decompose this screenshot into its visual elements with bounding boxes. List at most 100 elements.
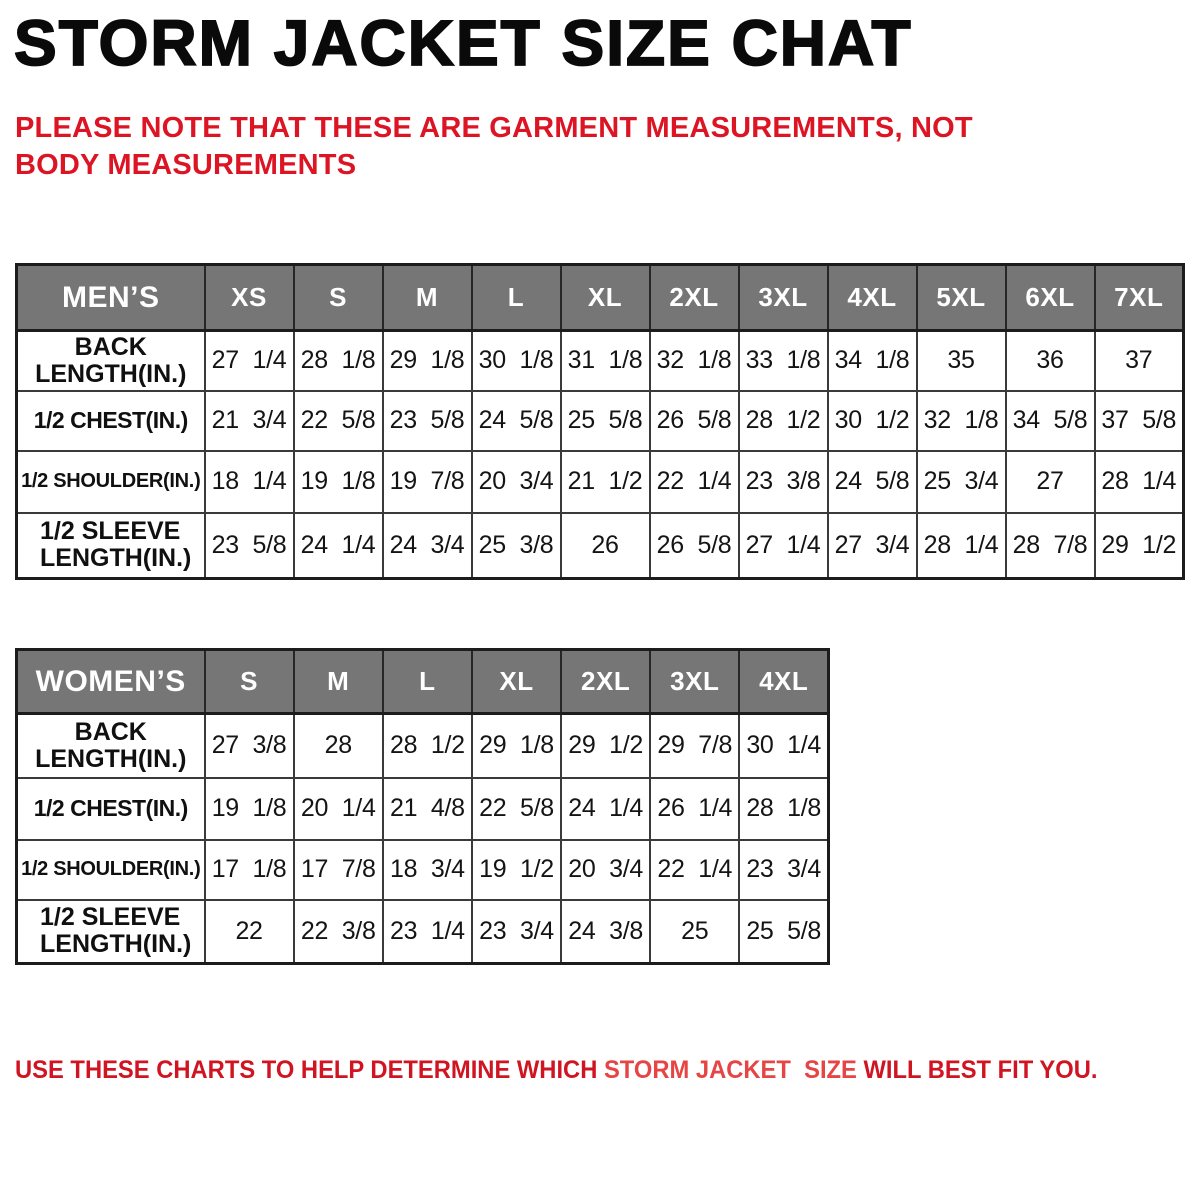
row-label-back-length: BACK LENGTH(IN.) bbox=[15, 329, 206, 392]
size-column-header-6xl: 6XL bbox=[1004, 263, 1096, 332]
value-cell: 28 bbox=[292, 712, 384, 779]
value-cell: 26 bbox=[559, 511, 651, 580]
size-column-header-xl: XL bbox=[470, 648, 563, 715]
value-cell: 23 3/4 bbox=[470, 898, 563, 965]
value-cell: 28 1/8 bbox=[738, 776, 830, 841]
size-column-header-s: S bbox=[203, 648, 295, 715]
value-cell: 22 5/8 bbox=[292, 389, 384, 452]
value-cell: 29 1/8 bbox=[470, 712, 563, 779]
value-cell: 28 1/4 bbox=[1093, 449, 1185, 514]
value-cell: 25 5/8 bbox=[559, 389, 651, 452]
value-cell: 19 1/8 bbox=[292, 449, 384, 514]
womens-half-chest-row: 1/2 CHEST(IN.) 19 1/8 20 1/4 21 4/8 22 5… bbox=[15, 776, 830, 841]
size-column-header-m: M bbox=[381, 263, 473, 332]
size-column-header-4xl: 4XL bbox=[738, 648, 830, 715]
value-cell: 36 bbox=[1004, 329, 1096, 392]
mens-half-chest-row: 1/2 CHEST(IN.) 21 3/4 22 5/8 23 5/8 24 5… bbox=[15, 389, 1185, 452]
value-cell: 28 1/4 bbox=[915, 511, 1007, 580]
value-cell: 34 5/8 bbox=[1004, 389, 1096, 452]
value-cell: 22 5/8 bbox=[470, 776, 563, 841]
value-cell: 24 5/8 bbox=[470, 389, 562, 452]
value-cell: 19 1/8 bbox=[203, 776, 295, 841]
value-cell: 27 1/4 bbox=[203, 329, 295, 392]
value-cell: 20 1/4 bbox=[292, 776, 384, 841]
value-cell: 19 1/2 bbox=[470, 838, 563, 901]
value-cell: 26 5/8 bbox=[648, 389, 740, 452]
size-column-header-3xl: 3XL bbox=[649, 648, 741, 715]
value-cell: 31 1/8 bbox=[559, 329, 651, 392]
value-cell: 35 bbox=[915, 329, 1007, 392]
value-cell: 23 5/8 bbox=[381, 389, 473, 452]
value-cell: 27 3/8 bbox=[203, 712, 295, 779]
value-cell: 26 1/4 bbox=[649, 776, 741, 841]
value-cell: 30 1/4 bbox=[738, 712, 830, 779]
value-cell: 28 1/2 bbox=[381, 712, 473, 779]
mens-back-length-row: BACK LENGTH(IN.) 27 1/4 28 1/8 29 1/8 30… bbox=[15, 329, 1185, 392]
row-label-half-chest: 1/2 CHEST(IN.) bbox=[15, 776, 206, 841]
value-cell: 25 3/4 bbox=[915, 449, 1007, 514]
value-cell: 28 7/8 bbox=[1004, 511, 1096, 580]
mens-table-title: MEN’S bbox=[15, 263, 206, 332]
value-cell: 37 bbox=[1093, 329, 1185, 392]
size-column-header-2xl: 2XL bbox=[560, 648, 652, 715]
value-cell: 18 1/4 bbox=[203, 449, 295, 514]
value-cell: 22 3/8 bbox=[292, 898, 384, 965]
value-cell: 23 3/8 bbox=[737, 449, 829, 514]
value-cell: 32 1/8 bbox=[648, 329, 740, 392]
value-cell: 24 1/4 bbox=[560, 776, 652, 841]
value-cell: 30 1/8 bbox=[470, 329, 562, 392]
value-cell: 22 1/4 bbox=[649, 838, 741, 901]
value-cell: 22 bbox=[203, 898, 295, 965]
value-cell: 37 5/8 bbox=[1093, 389, 1185, 452]
size-column-header-xl: XL bbox=[559, 263, 651, 332]
value-cell: 17 1/8 bbox=[203, 838, 295, 901]
size-column-header-4xl: 4XL bbox=[826, 263, 918, 332]
size-column-header-s: S bbox=[292, 263, 384, 332]
value-cell: 24 3/8 bbox=[560, 898, 652, 965]
value-cell: 29 7/8 bbox=[649, 712, 741, 779]
value-cell: 25 bbox=[649, 898, 741, 965]
row-label-half-chest: 1/2 CHEST(IN.) bbox=[15, 389, 206, 452]
row-label-half-shoulder: 1/2 SHOULDER(IN.) bbox=[15, 838, 206, 901]
size-column-header-2xl: 2XL bbox=[648, 263, 740, 332]
value-cell: 21 4/8 bbox=[381, 776, 473, 841]
value-cell: 24 5/8 bbox=[826, 449, 918, 514]
womens-table-title: WOMEN’S bbox=[15, 648, 206, 715]
size-column-header-3xl: 3XL bbox=[737, 263, 829, 332]
value-cell: 21 3/4 bbox=[203, 389, 295, 452]
fit-advice-note: USE THESE CHARTS TO HELP DETERMINE WHICH… bbox=[15, 1056, 1097, 1085]
value-cell: 34 1/8 bbox=[826, 329, 918, 392]
fit-advice-suffix: WILL BEST FIT YOU. bbox=[856, 1056, 1098, 1084]
value-cell: 23 5/8 bbox=[203, 511, 295, 580]
womens-half-shoulder-row: 1/2 SHOULDER(IN.) 17 1/8 17 7/8 18 3/4 1… bbox=[15, 838, 830, 901]
value-cell: 29 1/8 bbox=[381, 329, 473, 392]
value-cell: 18 3/4 bbox=[381, 838, 473, 901]
row-label-half-sleeve: 1/2 SLEEVE LENGTH(IN.) bbox=[15, 898, 206, 965]
garment-measurement-note: PLEASE NOTE THAT THESE ARE GARMENT MEASU… bbox=[15, 112, 973, 181]
womens-half-sleeve-row: 1/2 SLEEVE LENGTH(IN.) 22 22 3/8 23 1/4 … bbox=[15, 898, 830, 965]
page-title: STORM JACKET SIZE CHAT bbox=[13, 6, 913, 80]
size-column-header-7xl: 7XL bbox=[1093, 263, 1185, 332]
row-label-half-sleeve: 1/2 SLEEVE LENGTH(IN.) bbox=[15, 511, 206, 580]
value-cell: 28 1/8 bbox=[292, 329, 384, 392]
fit-advice-highlight: STORM JACKET SIZE bbox=[603, 1056, 857, 1084]
mens-half-shoulder-row: 1/2 SHOULDER(IN.) 18 1/4 19 1/8 19 7/8 2… bbox=[15, 449, 1185, 514]
value-cell: 17 7/8 bbox=[292, 838, 384, 901]
value-cell: 22 1/4 bbox=[648, 449, 740, 514]
value-cell: 30 1/2 bbox=[826, 389, 918, 452]
value-cell: 28 1/2 bbox=[737, 389, 829, 452]
size-column-header-m: M bbox=[292, 648, 384, 715]
value-cell: 26 5/8 bbox=[648, 511, 740, 580]
fit-advice-prefix: USE THESE CHARTS TO HELP DETERMINE WHICH bbox=[15, 1056, 604, 1084]
row-label-back-length: BACK LENGTH(IN.) bbox=[15, 712, 206, 779]
value-cell: 25 5/8 bbox=[738, 898, 830, 965]
womens-size-table: WOMEN’S S M L XL 2XL 3XL 4XL BACK LENGTH… bbox=[15, 648, 830, 965]
value-cell: 19 7/8 bbox=[381, 449, 473, 514]
value-cell: 20 3/4 bbox=[560, 838, 652, 901]
size-column-header-l: L bbox=[470, 263, 562, 332]
value-cell: 23 3/4 bbox=[738, 838, 830, 901]
value-cell: 33 1/8 bbox=[737, 329, 829, 392]
value-cell: 25 3/8 bbox=[470, 511, 562, 580]
value-cell: 29 1/2 bbox=[560, 712, 652, 779]
